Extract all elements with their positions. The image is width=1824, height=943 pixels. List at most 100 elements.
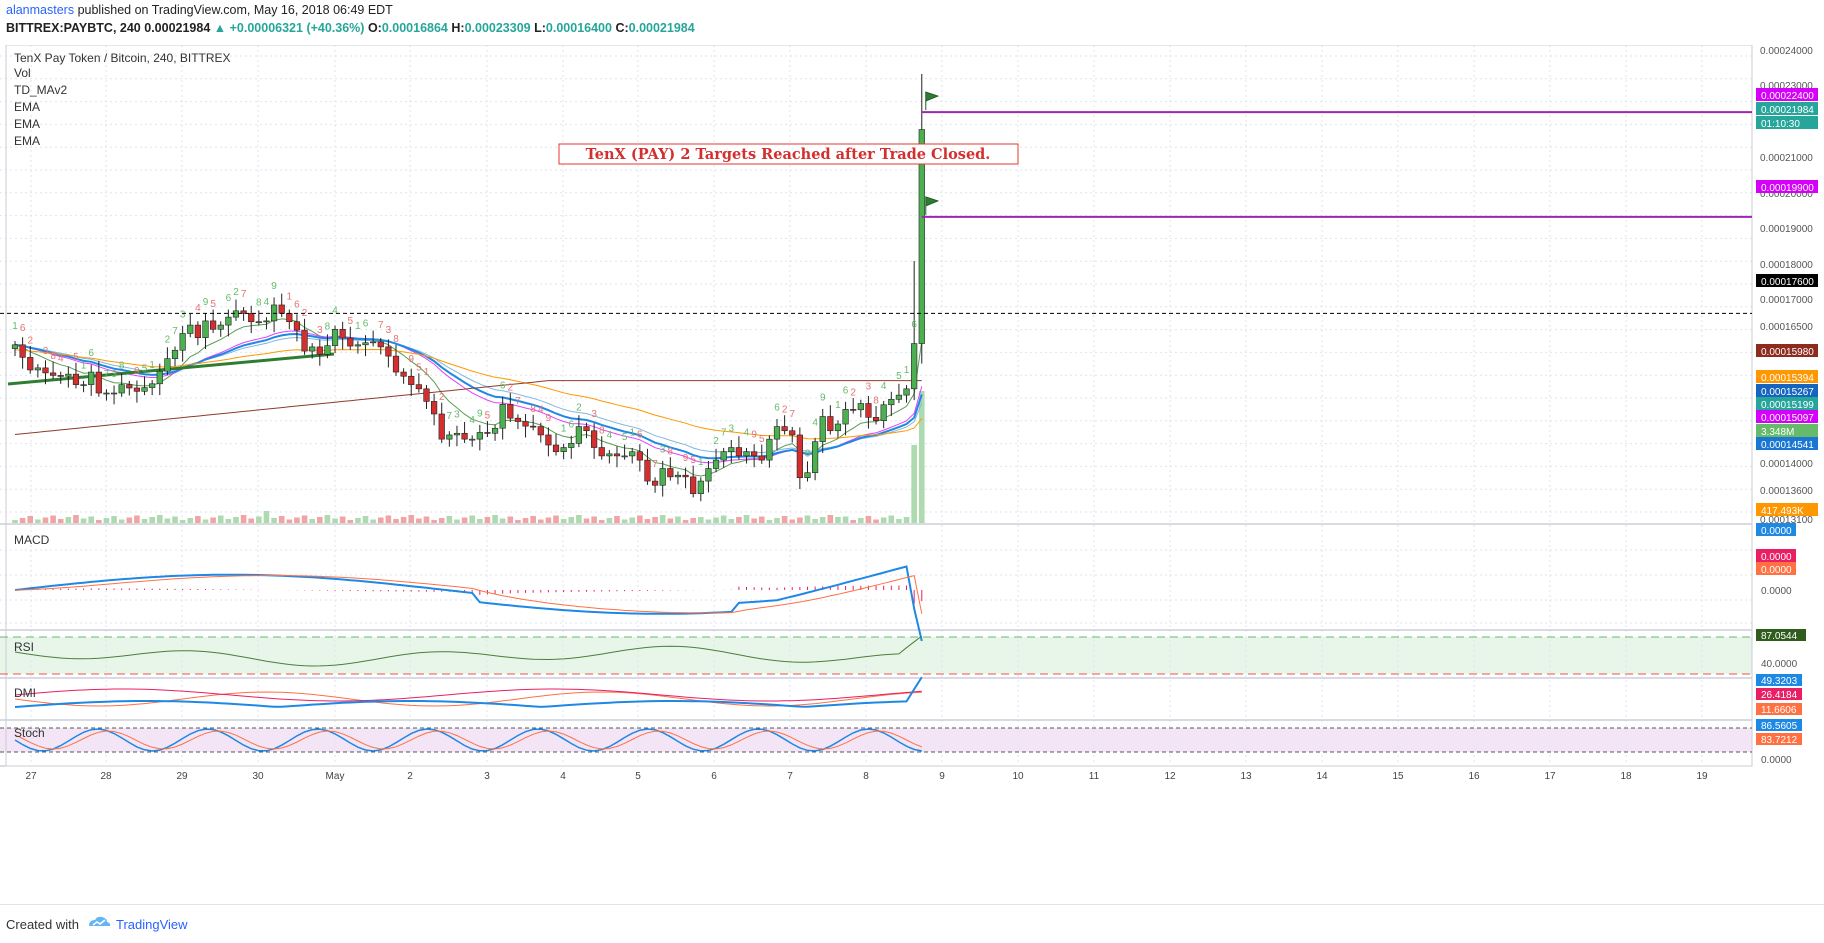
volume-bar	[484, 517, 491, 523]
candle	[651, 477, 659, 493]
volume-bar	[530, 516, 536, 523]
td-count: 4	[58, 353, 64, 364]
candle-body	[514, 417, 522, 422]
td-count: 8	[325, 322, 331, 333]
rsi-label[interactable]: RSI	[14, 640, 34, 654]
chart-canvas[interactable]: 1623845167389512734956278491623845167389…	[0, 45, 1824, 903]
legend-study-ema1[interactable]: EMA	[14, 100, 40, 114]
volume-bar	[286, 519, 293, 523]
time-tick: 6	[711, 771, 717, 782]
candle	[606, 450, 613, 464]
dmi-label[interactable]: DMI	[14, 686, 36, 700]
tradingview-logo-icon	[89, 916, 111, 926]
candle-body	[842, 409, 849, 425]
author-link[interactable]: alanmasters	[6, 3, 75, 17]
volume-bar	[758, 516, 765, 523]
candle	[133, 380, 141, 403]
candle	[644, 448, 651, 485]
legend-study-td[interactable]: TD_MAv2	[14, 83, 67, 97]
td-count: 7	[447, 411, 453, 422]
price-tick: 0.00018000	[1760, 260, 1813, 271]
volume-bar	[454, 519, 460, 523]
candle-body	[591, 430, 598, 448]
td-count: 2	[439, 392, 445, 403]
volume-bar	[118, 519, 125, 523]
stoch-value-box	[1756, 719, 1802, 731]
candle	[781, 415, 788, 435]
symbol-label[interactable]: BITTREX:PAYBTC, 240	[6, 21, 141, 35]
td-count: 4	[812, 418, 818, 429]
candle	[110, 385, 118, 405]
candle	[591, 423, 598, 459]
rsi-value-box	[1756, 629, 1806, 641]
volume-bar	[873, 519, 879, 523]
candle-body	[202, 320, 209, 338]
candle	[674, 471, 682, 485]
high-value: 0.00023309	[464, 21, 531, 35]
legend-study-ema2[interactable]: EMA	[14, 117, 40, 131]
volume-bar	[827, 515, 834, 523]
candle-body	[659, 468, 666, 486]
candle-body	[354, 344, 362, 347]
volume-bar	[629, 517, 636, 523]
candle	[446, 431, 453, 447]
candle-body	[331, 328, 339, 346]
candle-body	[552, 444, 560, 453]
volume-bar	[362, 516, 369, 523]
candle-body	[728, 447, 735, 453]
candle	[324, 334, 331, 359]
candle	[895, 383, 903, 404]
tradingview-link[interactable]: TradingView	[116, 917, 188, 932]
candle-body	[232, 310, 240, 318]
levels	[0, 91, 1752, 314]
legend-title[interactable]: TenX Pay Token / Bitcoin, 240, BITTREX	[14, 51, 231, 65]
volume-bar	[431, 520, 437, 523]
time-tick: 10	[1012, 771, 1024, 782]
candle-body	[133, 387, 141, 392]
td-count: 8	[393, 334, 399, 345]
price-axis: 0.000240000.000230000.000220000.00021000…	[1756, 46, 1818, 766]
price-tick: 0.00021000	[1760, 153, 1813, 164]
td-count: 4	[538, 405, 544, 416]
legend-study-ema3[interactable]: EMA	[14, 134, 40, 148]
candle	[811, 437, 819, 481]
volume-bar	[195, 516, 201, 523]
volume-bars	[12, 391, 925, 523]
legend-study-vol[interactable]: Vol	[14, 66, 31, 80]
volume-bar	[309, 519, 315, 523]
volume-bar	[797, 517, 803, 523]
candle	[27, 346, 34, 374]
td-count: 9	[546, 413, 552, 424]
candle	[370, 330, 377, 347]
macd-label[interactable]: MACD	[14, 533, 50, 547]
volume-bar	[393, 519, 399, 523]
td-count: 2	[576, 403, 582, 414]
candle-body	[522, 421, 529, 427]
candle	[88, 364, 95, 396]
candle-body	[430, 401, 438, 415]
price-label-box	[1756, 180, 1818, 193]
volume-bar	[751, 518, 757, 523]
time-tick: 12	[1164, 771, 1176, 782]
td-count: 3	[43, 346, 49, 357]
td-count: 3	[386, 325, 392, 336]
candle-body	[88, 371, 95, 385]
candle-body	[286, 313, 293, 323]
td-count: 1	[424, 367, 430, 378]
stoch-label[interactable]: Stoch	[14, 726, 45, 740]
td-count: 2	[27, 335, 33, 346]
price-tick: 0.00013600	[1760, 486, 1813, 497]
volume-bar	[370, 519, 376, 523]
price-label: 0.00022400	[1761, 91, 1814, 102]
volume-bar	[637, 515, 643, 523]
td-count: 2	[782, 405, 788, 416]
macd-value: 0.0000	[1761, 586, 1792, 597]
candle	[568, 435, 575, 459]
td-count: 5	[690, 455, 696, 466]
td-count: 6	[294, 300, 300, 311]
volume-bar	[537, 519, 544, 523]
candle-body	[911, 343, 918, 390]
footer: Created with TradingView	[0, 904, 1824, 943]
annotation-box[interactable]: TenX (PAY) 2 Targets Reached after Trade…	[558, 143, 1019, 165]
candle-body	[507, 404, 514, 419]
